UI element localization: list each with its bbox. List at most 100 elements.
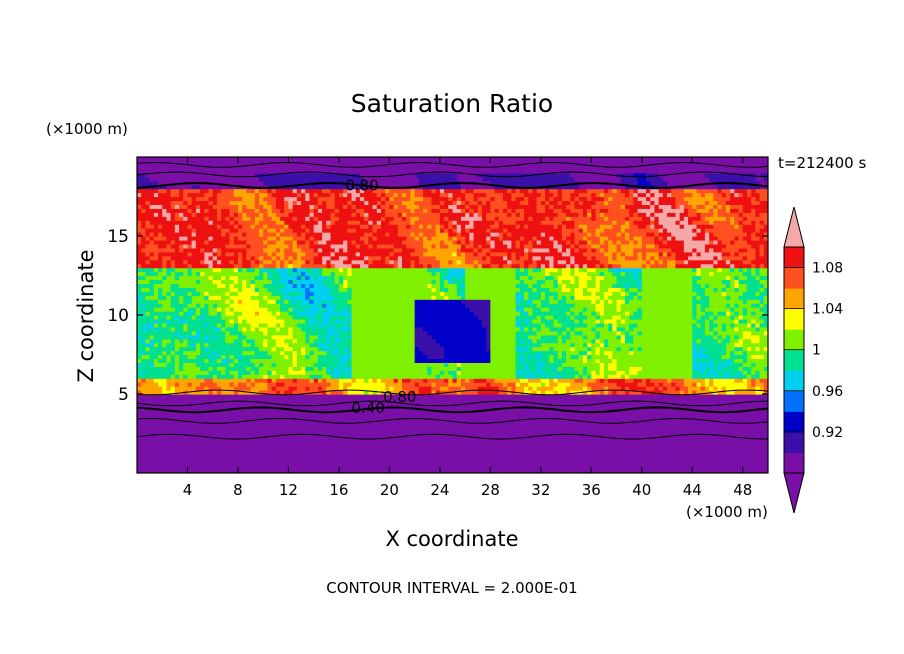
heatmap-cell	[389, 465, 395, 470]
heatmap-cell	[742, 397, 748, 403]
heatmap-cell	[423, 433, 428, 439]
heatmap-cell	[174, 401, 180, 407]
heatmap-cell	[343, 342, 348, 348]
heatmap-cell	[271, 378, 277, 383]
heatmap-cell	[574, 346, 580, 352]
heatmap-cell	[532, 342, 538, 348]
heatmap-cell	[481, 417, 487, 423]
heatmap-cell	[561, 350, 567, 356]
heatmap-cell	[200, 346, 205, 352]
heatmap-cell	[519, 401, 525, 407]
heatmap-cell	[570, 394, 576, 399]
heatmap-cell	[385, 425, 390, 431]
heatmap-cell	[368, 469, 374, 473]
heatmap-cell	[389, 401, 395, 407]
heatmap-cell	[599, 358, 605, 363]
heatmap-cell	[532, 382, 538, 387]
heatmap-cell	[166, 354, 172, 360]
heatmap-cell	[271, 429, 277, 435]
heatmap-cell	[481, 433, 487, 439]
heatmap-cell	[237, 465, 243, 470]
heatmap-cell	[738, 390, 744, 395]
heatmap-cell	[280, 338, 285, 344]
heatmap-cell	[469, 421, 475, 427]
heatmap-cell	[595, 461, 601, 466]
heatmap-cell	[330, 449, 336, 454]
heatmap-cell	[212, 366, 218, 371]
heatmap-cell	[406, 445, 412, 450]
heatmap-cell	[444, 445, 449, 450]
heatmap-cell	[204, 449, 210, 454]
heatmap-cell	[549, 370, 555, 375]
heatmap-cell	[288, 346, 294, 352]
heatmap-cell	[246, 366, 252, 371]
heatmap-cell	[494, 453, 500, 458]
heatmap-cell	[347, 346, 353, 352]
heatmap-cell	[490, 362, 496, 367]
heatmap-cell	[624, 350, 630, 356]
heatmap-cell	[763, 397, 768, 403]
heatmap-cell	[288, 461, 294, 466]
heatmap-cell	[435, 370, 441, 375]
heatmap-cell	[662, 417, 668, 423]
heatmap-cell	[734, 421, 740, 427]
heatmap-cell	[746, 445, 752, 450]
heatmap-cell	[355, 409, 361, 415]
heatmap-cell	[427, 386, 433, 391]
heatmap-cell	[679, 465, 685, 470]
heatmap-cell	[254, 374, 260, 379]
heatmap-cell	[385, 421, 390, 427]
heatmap-cell	[376, 445, 382, 450]
heatmap-cell	[746, 401, 752, 407]
heatmap-cell	[334, 457, 340, 462]
heatmap-cell	[439, 449, 445, 454]
heatmap-cell	[603, 437, 609, 442]
heatmap-cell	[620, 366, 626, 371]
heatmap-cell	[616, 429, 622, 435]
heatmap-cell	[380, 354, 386, 360]
heatmap-cell	[296, 386, 302, 391]
heatmap-cell	[397, 350, 403, 356]
heatmap-cell	[170, 378, 176, 383]
heatmap-cell	[624, 429, 630, 435]
heatmap-cell	[322, 397, 327, 403]
heatmap-cell	[746, 386, 752, 391]
heatmap-cell	[359, 461, 365, 466]
heatmap-cell	[418, 362, 424, 367]
heatmap-cell	[364, 425, 369, 431]
heatmap-cell	[418, 469, 424, 473]
heatmap-cell	[246, 382, 252, 387]
heatmap-cell	[658, 457, 664, 462]
heatmap-cell	[746, 397, 752, 403]
heatmap-cell	[679, 382, 685, 387]
heatmap-cell	[486, 394, 491, 399]
heatmap-cell	[141, 429, 147, 435]
heatmap-cell	[599, 397, 605, 403]
heatmap-cell	[204, 401, 210, 407]
heatmap-cell	[204, 405, 210, 411]
heatmap-cell	[141, 370, 147, 375]
heatmap-cell	[237, 453, 243, 458]
heatmap-cell	[679, 453, 685, 458]
heatmap-cell	[431, 405, 437, 411]
heatmap-cell	[507, 437, 512, 442]
heatmap-cell	[587, 390, 592, 395]
heatmap-cell	[410, 370, 416, 375]
heatmap-cell	[195, 453, 201, 458]
heatmap-cell	[368, 449, 374, 454]
heatmap-cell	[309, 338, 315, 344]
heatmap-cell	[713, 437, 719, 442]
heatmap-cell	[641, 346, 647, 352]
heatmap-cell	[637, 390, 643, 395]
heatmap-cell	[624, 401, 630, 407]
heatmap-cell	[254, 457, 260, 462]
heatmap-cell	[486, 425, 491, 431]
heatmap-cell	[671, 457, 677, 462]
heatmap-cell	[536, 342, 542, 348]
heatmap-cell	[284, 421, 290, 427]
heatmap-cell	[692, 469, 698, 473]
heatmap-cell	[637, 469, 643, 473]
heatmap-cell	[389, 370, 395, 375]
heatmap-cell	[481, 409, 487, 415]
heatmap-cell	[658, 358, 664, 363]
